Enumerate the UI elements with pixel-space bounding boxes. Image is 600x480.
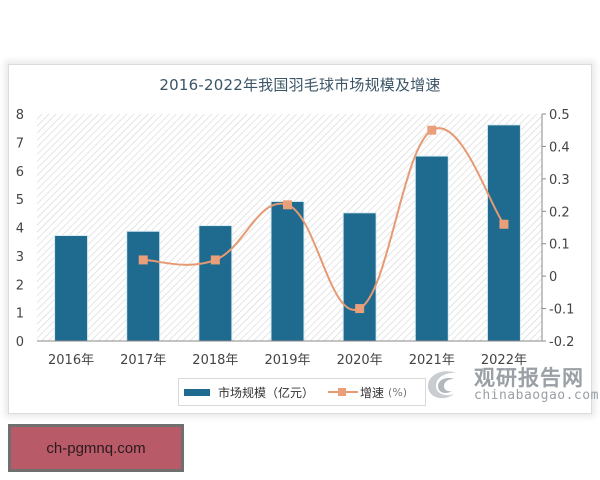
left-tick-label: 0: [16, 335, 24, 350]
watermark-logo-icon: [428, 371, 456, 399]
left-tick-label: 1: [16, 307, 24, 322]
x-tick-label: 2019年: [264, 353, 310, 368]
right-tick-label: -0.2: [549, 335, 574, 350]
legend-line-label: 增速: [360, 385, 385, 400]
left-tick-label: 2: [16, 278, 24, 293]
growth-marker: [499, 219, 509, 229]
watermark-cn: 观研报告网: [474, 366, 584, 390]
growth-marker: [138, 255, 148, 265]
x-tick-label: 2022年: [481, 353, 527, 368]
bar: [271, 201, 304, 341]
x-tick-label: 2020年: [337, 353, 383, 368]
x-axis-labels: 2016年 2017年 2018年 2019年 2020年 2021年 2022年: [48, 353, 527, 368]
watermark-en: chinabaogao.com: [474, 388, 599, 403]
bar: [415, 156, 448, 341]
left-tick-label: 8: [16, 108, 24, 123]
bar: [199, 226, 232, 341]
x-tick-label: 2018年: [192, 353, 238, 368]
right-tick-label: 0.2: [549, 205, 570, 220]
site-badge[interactable]: ch-pgmnq.com: [8, 424, 184, 472]
x-tick-label: 2017年: [120, 353, 166, 368]
bar: [343, 213, 376, 341]
left-axis: 0 1 2 3 4 5 6 7 8: [16, 108, 24, 350]
left-tick-label: 3: [16, 250, 24, 265]
legend-line-swatch: [328, 387, 359, 397]
right-tick-label: 0.4: [549, 140, 570, 155]
bar: [127, 231, 160, 341]
right-tick-label: 0.3: [549, 173, 570, 188]
watermark: 观研报告网 chinabaogao.com: [418, 358, 598, 408]
x-tick-label: 2016年: [48, 353, 94, 368]
left-tick-label: 6: [16, 165, 24, 180]
left-tick-label: 4: [16, 222, 24, 237]
left-tick-label: 5: [16, 193, 24, 208]
chart-legend: 市场规模（亿元） 增速 (%): [178, 378, 426, 406]
right-axis: -0.2 -0.1 0 0.1 0.2 0.3 0.4 0.5: [541, 108, 574, 350]
site-badge-text: ch-pgmnq.com: [11, 427, 181, 469]
left-tick-label: 7: [16, 136, 24, 151]
growth-marker: [427, 125, 437, 135]
bar-series: [54, 124, 521, 341]
chart-title: 2016-2022年我国羽毛球市场规模及增速: [159, 76, 441, 94]
right-tick-label: 0: [549, 270, 557, 285]
legend-bar-swatch: [184, 388, 210, 396]
legend-line-unit: (%): [388, 385, 408, 399]
right-tick-label: -0.1: [549, 303, 574, 318]
bar: [487, 125, 520, 341]
growth-markers: [138, 125, 509, 314]
legend-bar-label: 市场规模（亿元）: [218, 385, 315, 400]
right-tick-label: 0.1: [549, 238, 570, 253]
growth-marker: [283, 200, 292, 210]
x-tick-label: 2021年: [409, 353, 455, 368]
right-tick-label: 0.5: [549, 108, 570, 123]
growth-marker: [355, 304, 365, 314]
growth-marker: [210, 255, 220, 265]
bar: [55, 236, 88, 341]
